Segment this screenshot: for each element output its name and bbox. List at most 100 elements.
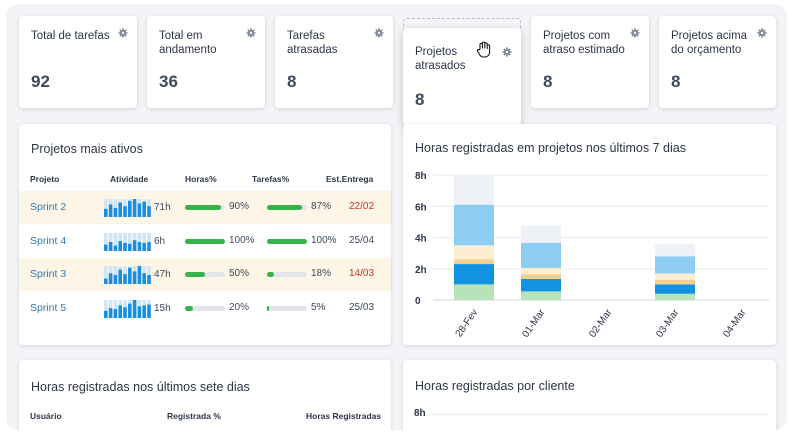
hours-progress-fill [185,305,193,311]
kpi-value: 8 [287,72,297,91]
activity-bar-bg [113,232,118,251]
panel-title: Horas registradas em projetos nos último… [415,141,686,155]
hours-progress-bar [185,205,225,210]
table-row[interactable]: Sprint 5 15h 20% 5% 25/03 [19,292,391,325]
table-row[interactable]: Sprint 3 47h 50% 18% 14/03 [19,258,391,291]
kpi-label: Projetos com atraso estimado [543,30,625,56]
kpi-total-tasks[interactable]: Total de tarefas 92 [19,16,137,108]
x-tick-label: 28-Fev [454,307,481,339]
project-link[interactable]: Sprint 3 [30,268,67,280]
activity-bar [108,241,113,251]
y-tick-label: 0 [415,296,421,307]
activity-bar-bg [123,232,127,251]
hours-percent: 90% [229,201,250,212]
activity-bar [137,266,142,284]
gear-icon[interactable] [118,28,128,38]
bar-segment [454,245,494,260]
hours-progress-bar [185,238,225,244]
activity-bar [104,310,108,318]
activity-bar [132,299,137,318]
activity-bar [108,204,113,217]
kpi-value: 8 [543,72,553,91]
estimated-delivery: 25/04 [349,234,375,246]
kpi-label: Tarefas atrasadas [287,30,338,56]
tasks-percent: 5% [311,301,326,313]
activity-sparkline [104,266,151,284]
dashboard: Total de tarefas 92 Total em andamento 3… [6,4,787,430]
y-tick-label: 2h [415,265,427,276]
hours-value: 71h [154,202,171,213]
activity-bar [123,242,127,251]
gridline [433,414,769,415]
tasks-percent: 100% [311,234,337,246]
y-tick-label: 4h [415,234,427,245]
activity-bar-bg [128,232,132,251]
tasks-progress-fill [267,305,269,311]
panel-title: Horas registradas nos últimos sete dias [31,380,250,394]
activity-bar [123,206,127,217]
project-link[interactable]: Sprint 2 [30,201,67,213]
bar-segment [521,242,561,268]
hours-value: 6h [154,235,166,247]
gear-icon[interactable] [502,47,512,57]
activity-bar [113,275,118,284]
bar-segment [655,273,695,280]
bar-segment [655,284,695,294]
project-link[interactable]: Sprint 4 [30,234,67,247]
tasks-progress-bar [267,205,307,210]
hours-value: 15h [154,302,171,314]
x-tick-label: 04-Mar [721,307,749,340]
activity-bar [104,278,108,284]
tasks-progress-bar [267,238,307,244]
hours-progress-fill [185,238,225,244]
gear-icon[interactable] [630,28,640,38]
activity-sparkline [104,199,151,217]
x-tick-label: 01-Mar [520,307,548,340]
project-hours-panel: Horas registradas em projetos nos último… [403,124,776,345]
activity-bar [118,202,122,217]
project-hours-chart: 0 2h 4h 6h 8h 28-Fev 01-Mar 02-Mar 03-Mar 04-Mar [415,171,769,340]
activity-bar [123,306,127,318]
weekly-user-hours-panel: Horas registradas nos últimos sete dias … [19,360,391,430]
estimated-delivery: 14/03 [349,268,375,279]
x-tick-label: 02-Mar [587,307,615,340]
kpi-late-tasks[interactable]: Tarefas atrasadas 8 [275,16,393,108]
tasks-percent: 18% [311,268,332,279]
gear-icon[interactable] [374,28,384,38]
kpi-over-budget[interactable]: Projetos acima do orçamento 8 [659,16,776,108]
column-header: Tarefas% [252,174,290,184]
y-tick-label: 8h [415,171,427,182]
kpi-estimated-delay[interactable]: Projetos com atraso estimado 8 [531,16,649,108]
activity-sparkline [104,232,151,251]
tasks-progress-fill [267,272,275,277]
activity-bar [147,206,151,217]
activity-bar [118,304,122,318]
kpi-late-projects[interactable]: Projetos atrasados 8 [403,28,521,125]
kpi-in-progress[interactable]: Total em andamento 36 [147,16,265,108]
hours-progress-fill [185,272,205,277]
estimated-delivery: 25/03 [349,301,375,313]
bar-segment [521,225,561,243]
bar-segment [521,278,561,292]
x-tick-label: 03-Mar [654,307,682,340]
bar-segment [454,175,494,205]
activity-bar [128,303,132,318]
bar-segment [454,284,494,300]
table-row[interactable]: Sprint 2 71h 90% 87% 22/02 [19,191,391,224]
kpi-value: 92 [31,72,50,91]
activity-bar [104,208,108,217]
bar-segment [655,256,695,274]
y-tick-label: 6h [415,202,427,213]
activity-bar [142,273,146,284]
tasks-progress-fill [267,238,307,244]
gear-icon[interactable] [246,28,256,38]
project-link[interactable]: Sprint 5 [30,301,67,314]
activity-bar [104,244,108,251]
activity-bar-bg [142,232,146,251]
activity-bar [137,305,142,318]
gear-icon[interactable] [757,28,767,38]
table-row[interactable]: Sprint 4 6h 100% 100% 25/04 [19,225,391,258]
hours-value: 47h [154,269,171,280]
column-header: Horas Registradas [306,411,382,421]
tasks-progress-bar [267,272,307,277]
